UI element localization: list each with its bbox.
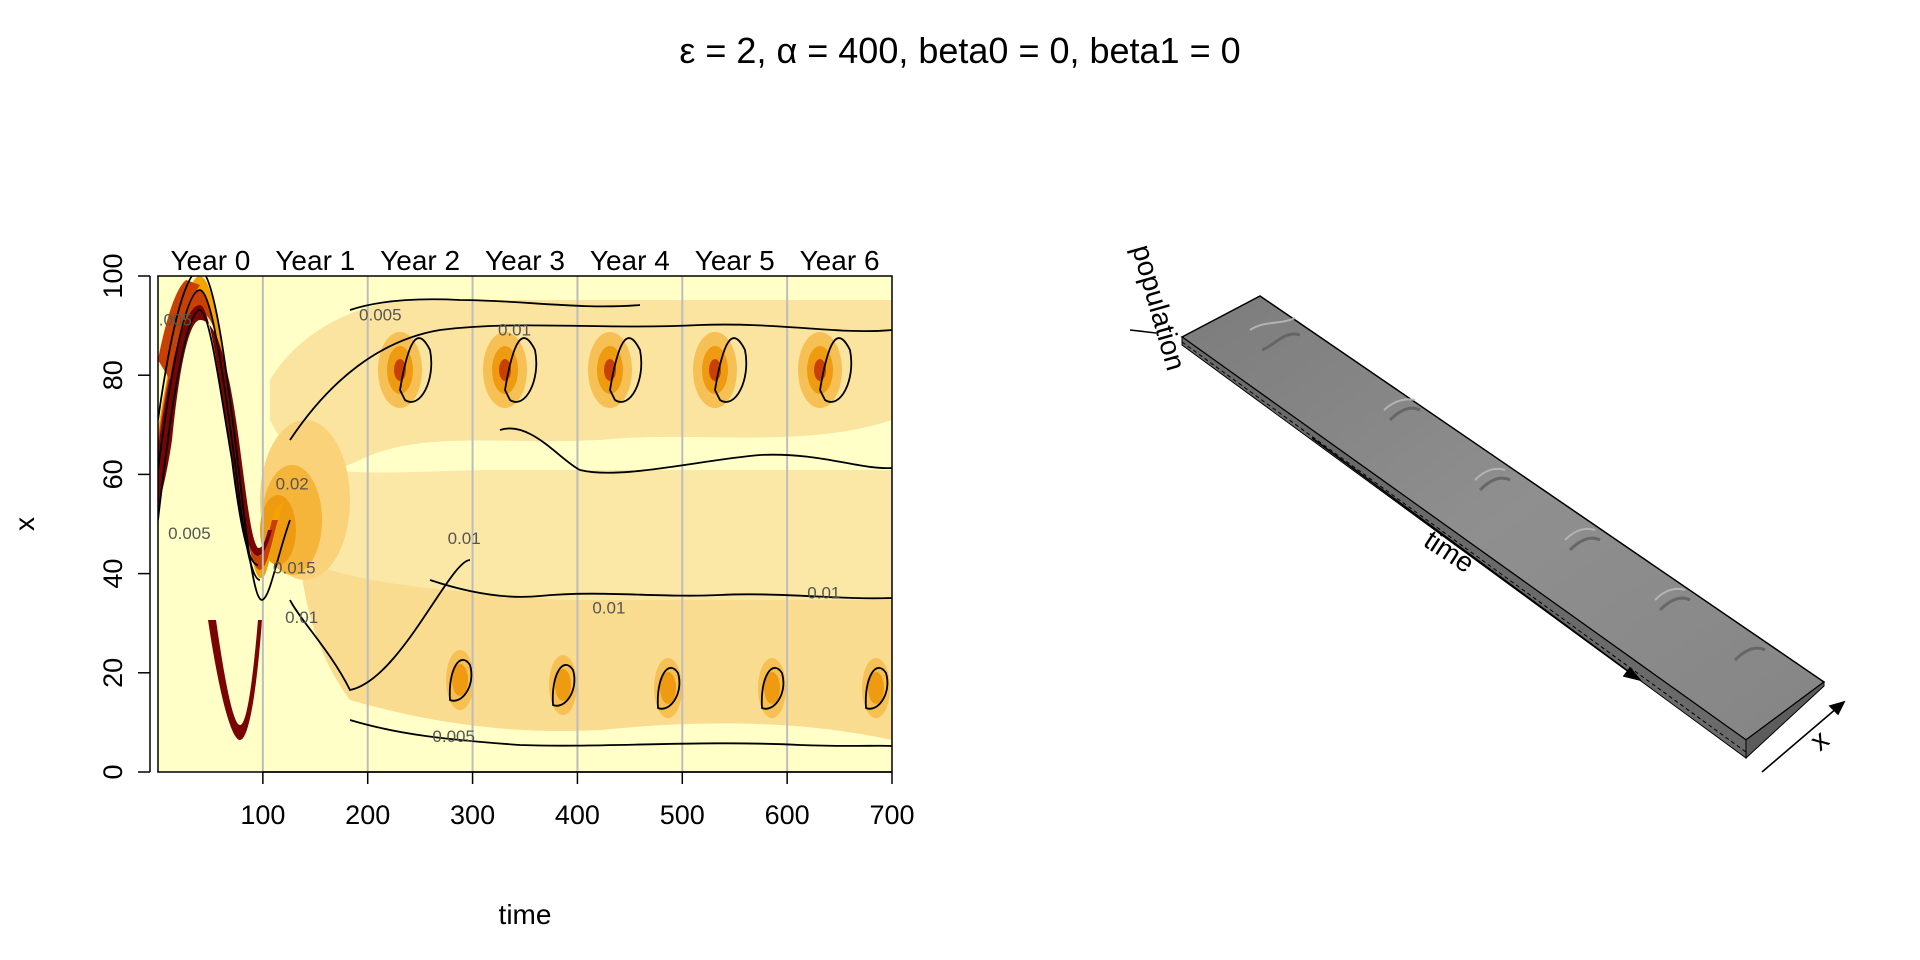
x-axis-title: time [499, 899, 552, 930]
contour-label: 0.01 [285, 608, 318, 627]
contour-band [158, 276, 285, 579]
contour-label: 0.01 [592, 598, 625, 617]
x-tick-label: 200 [345, 800, 390, 830]
surface-dashed-edge [1181, 341, 1747, 753]
year-label: Year 1 [275, 245, 355, 276]
contour-label: 0.015 [273, 559, 316, 578]
y-tick-label: 80 [98, 360, 128, 390]
x-tick-label: 100 [240, 800, 285, 830]
year-boundary-lines [261, 276, 789, 772]
contour-lines [158, 276, 892, 747]
x-arrowhead [1828, 700, 1846, 716]
contour-label: 0.01 [807, 583, 840, 602]
x-label: x [1804, 724, 1835, 757]
y-tick-label: 20 [98, 658, 128, 688]
contour-band [158, 305, 272, 556]
population-axis-tick [1129, 329, 1157, 334]
year-label: Year 0 [170, 245, 250, 276]
contour-band [208, 620, 262, 740]
contour-plot: 0.005 0.005 0.02 0.015 0.01 0.005 0.01 0.01 0.01… [9, 245, 915, 930]
year-label: Year 5 [695, 245, 775, 276]
y-axis: 0 20 40 60 80 100 [98, 253, 151, 780]
surface-ridges [1261, 332, 1766, 662]
contour-labels: 0.005 0.005 0.02 0.015 0.01 0.005 0.01 0.01 0.01… [149, 306, 840, 747]
contour-label: 0.005 [359, 306, 402, 325]
y-tick-label: 60 [98, 459, 128, 489]
surface-side [1745, 681, 1825, 760]
x-tick-label: 500 [660, 800, 705, 830]
contour-label: 0.01 [448, 529, 481, 548]
x-tick-label: 700 [869, 800, 914, 830]
x-tick-label: 400 [555, 800, 600, 830]
time-axis-arrow [1311, 437, 1641, 681]
year-label: Year 3 [485, 245, 565, 276]
population-label: population [1126, 241, 1191, 374]
x-tick-label: 300 [450, 800, 495, 830]
lower-hotspots [446, 650, 890, 718]
surface-highlights [1249, 317, 1686, 601]
y-tick-label: 40 [98, 559, 128, 589]
year-labels: Year 0 Year 1 Year 2 Year 3 Year 4 Year 5 Year… [170, 245, 879, 276]
year-label: Year 2 [380, 245, 460, 276]
year-label: Year 6 [800, 245, 880, 276]
contour-band [280, 460, 892, 600]
surface-3d-plot: population time x [1126, 241, 1846, 773]
chart-title: ε = 2, α = 400, beta0 = 0, beta1 = 0 [679, 30, 1241, 71]
y-tick-label: 100 [98, 253, 128, 298]
y-axis-title: x [9, 517, 40, 531]
contour-label: 0.005 [149, 311, 192, 330]
x-axis: 100 200 300 400 500 600 700 [240, 771, 915, 830]
surface-axes [1129, 329, 1846, 773]
year-label: Year 4 [590, 245, 670, 276]
x-tick-label: 600 [765, 800, 810, 830]
x-axis-arrow [1761, 701, 1845, 773]
contour-label: 0.01 [498, 321, 531, 340]
contour-fill-layer: 0.005 0.005 0.02 0.015 0.01 0.005 0.01 0.01 0.01… [149, 276, 892, 772]
contour-label: 0.005 [432, 727, 475, 746]
surface-plane [1180, 295, 1826, 741]
time-arrowhead [1622, 666, 1643, 682]
contour-label: 0.005 [168, 524, 211, 543]
y-tick-label: 0 [98, 764, 128, 779]
contour-label: 0.02 [276, 474, 309, 493]
